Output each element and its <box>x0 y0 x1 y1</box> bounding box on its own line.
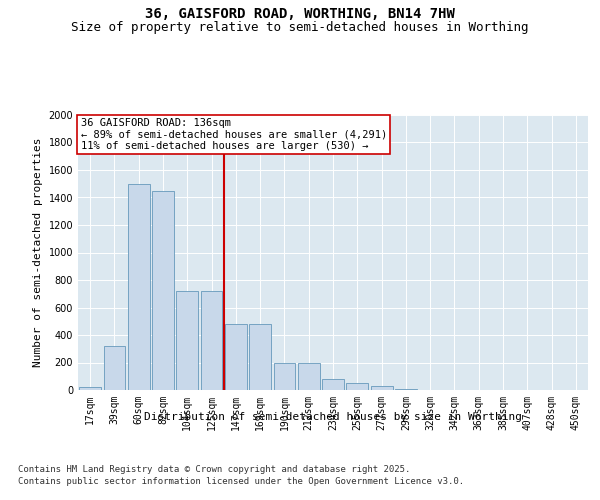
Bar <box>200 291 223 390</box>
Text: Size of property relative to semi-detached houses in Worthing: Size of property relative to semi-detach… <box>71 21 529 34</box>
Text: 36, GAISFORD ROAD, WORTHING, BN14 7HW: 36, GAISFORD ROAD, WORTHING, BN14 7HW <box>145 8 455 22</box>
Bar <box>176 291 198 390</box>
Bar <box>298 363 320 390</box>
Bar <box>152 190 174 390</box>
Bar <box>371 386 392 390</box>
Bar <box>79 387 101 390</box>
Bar <box>322 379 344 390</box>
Text: 36 GAISFORD ROAD: 136sqm
← 89% of semi-detached houses are smaller (4,291)
11% o: 36 GAISFORD ROAD: 136sqm ← 89% of semi-d… <box>80 118 387 151</box>
Y-axis label: Number of semi-detached properties: Number of semi-detached properties <box>33 138 43 367</box>
Bar <box>225 324 247 390</box>
Text: Contains HM Land Registry data © Crown copyright and database right 2025.: Contains HM Land Registry data © Crown c… <box>18 465 410 474</box>
Text: Contains public sector information licensed under the Open Government Licence v3: Contains public sector information licen… <box>18 478 464 486</box>
Bar <box>274 363 295 390</box>
Bar <box>249 324 271 390</box>
Bar <box>346 383 368 390</box>
Text: Distribution of semi-detached houses by size in Worthing: Distribution of semi-detached houses by … <box>144 412 522 422</box>
Bar <box>128 184 149 390</box>
Bar <box>395 388 417 390</box>
Bar <box>104 346 125 390</box>
